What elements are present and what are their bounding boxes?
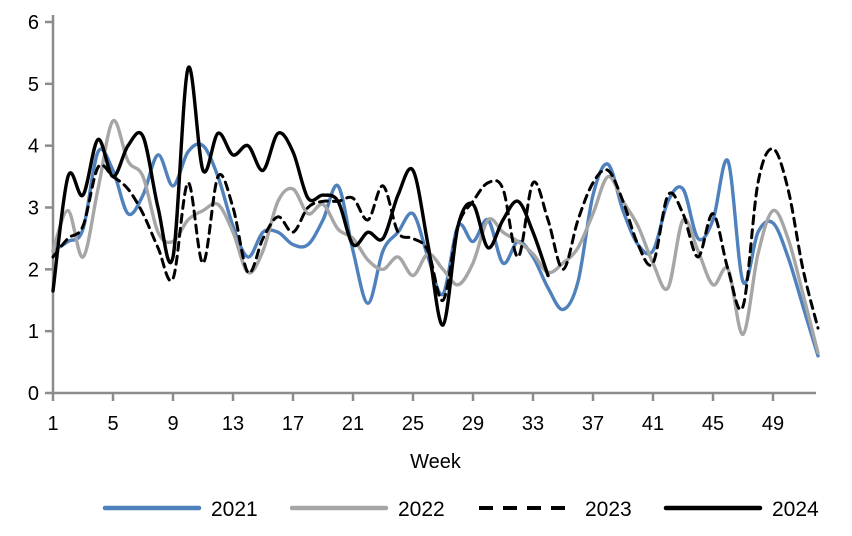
- x-tick-label: 49: [762, 413, 784, 435]
- x-tick-label: 17: [282, 413, 304, 435]
- x-tick-label: 29: [462, 413, 484, 435]
- series-line-2024: [51, 65, 550, 327]
- series-line-2023: [51, 147, 820, 330]
- x-axis-title: Week: [410, 451, 462, 473]
- legend-label-2024: 2024: [772, 498, 819, 521]
- y-tick-label: 1: [28, 321, 39, 343]
- x-tick-label: 41: [642, 413, 664, 435]
- x-tick-label: 13: [222, 413, 244, 435]
- x-tick-label: 9: [167, 413, 178, 435]
- y-tick-label: 4: [28, 136, 39, 158]
- y-tick-label: 5: [28, 74, 39, 96]
- x-tick-label: 33: [522, 413, 544, 435]
- x-tick-label: 25: [402, 413, 424, 435]
- legend-label-2023: 2023: [585, 498, 632, 521]
- legend-label-2021: 2021: [211, 498, 258, 521]
- legend-label-2022: 2022: [398, 498, 445, 521]
- y-tick-label: 2: [28, 259, 39, 281]
- y-tick-label: 6: [28, 12, 39, 34]
- x-tick-label: 37: [582, 413, 604, 435]
- x-tick-label: 45: [702, 413, 724, 435]
- x-tick-label: 21: [342, 413, 364, 435]
- x-tick-label: 1: [47, 413, 58, 435]
- x-tick-label: 5: [107, 413, 118, 435]
- y-tick-label: 3: [28, 198, 39, 220]
- series-line-2021: [51, 142, 820, 358]
- y-tick-label: 0: [28, 383, 39, 405]
